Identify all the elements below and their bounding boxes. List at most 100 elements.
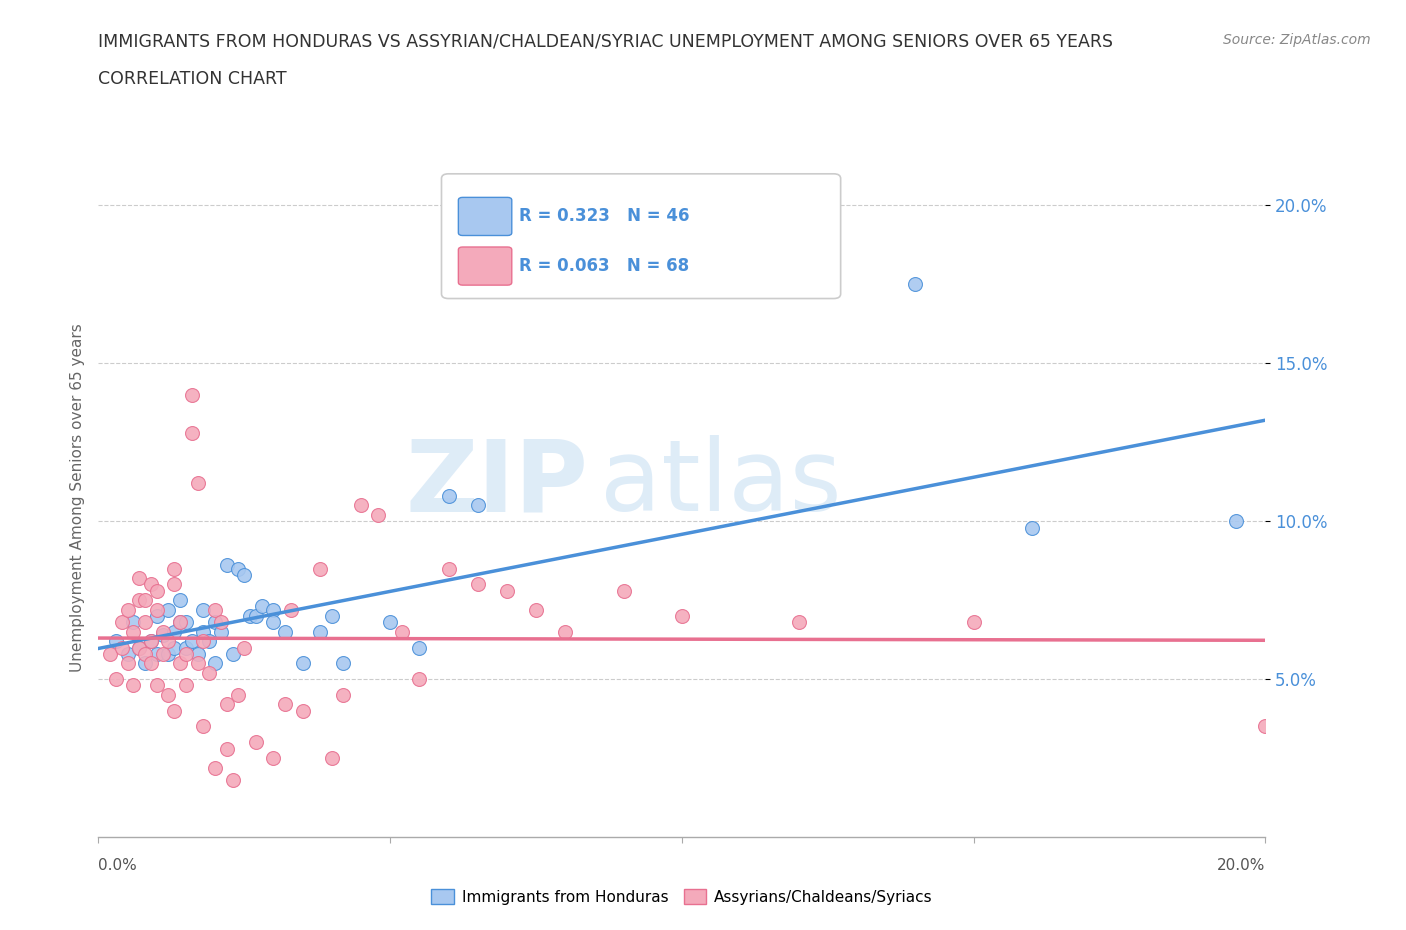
Point <box>671 608 693 623</box>
Point <box>122 624 145 639</box>
Point <box>98 646 121 661</box>
Point <box>139 577 162 591</box>
Point <box>239 608 262 623</box>
Point <box>128 571 150 586</box>
Point <box>146 678 169 693</box>
Point <box>262 751 284 765</box>
Point <box>437 488 460 503</box>
Point <box>408 640 430 655</box>
Point <box>152 624 174 639</box>
Point <box>174 615 197 630</box>
Point <box>378 615 402 630</box>
Point <box>146 646 169 661</box>
Point <box>198 633 221 648</box>
Point <box>174 640 197 655</box>
Point <box>187 476 209 491</box>
Point <box>204 760 226 775</box>
Point <box>332 687 354 702</box>
Point <box>122 615 145 630</box>
Point <box>139 633 162 648</box>
Point <box>174 678 197 693</box>
Text: atlas: atlas <box>600 435 842 533</box>
Text: 20.0%: 20.0% <box>1218 857 1265 872</box>
Point <box>139 656 162 671</box>
Point <box>157 646 180 661</box>
Point <box>163 640 186 655</box>
Point <box>209 624 232 639</box>
Point <box>134 615 156 630</box>
Point <box>291 656 314 671</box>
Text: 0.0%: 0.0% <box>98 857 138 872</box>
Point <box>245 735 267 750</box>
Point <box>157 687 180 702</box>
Point <box>612 583 634 598</box>
Legend: Immigrants from Honduras, Assyrians/Chaldeans/Syriacs: Immigrants from Honduras, Assyrians/Chal… <box>425 883 939 910</box>
Point <box>250 599 273 614</box>
Point <box>122 678 145 693</box>
Point <box>228 561 250 576</box>
Point <box>146 608 169 623</box>
Point <box>274 624 297 639</box>
Point <box>262 603 284 618</box>
Point <box>204 615 226 630</box>
Point <box>146 603 169 618</box>
Point <box>204 603 226 618</box>
Point <box>215 558 238 573</box>
Point <box>321 608 343 623</box>
Point <box>367 508 389 523</box>
Point <box>104 633 127 648</box>
Point <box>180 425 202 440</box>
Point <box>187 656 209 671</box>
Point <box>215 697 238 711</box>
Point <box>174 646 197 661</box>
Text: IMMIGRANTS FROM HONDURAS VS ASSYRIAN/CHALDEAN/SYRIAC UNEMPLOYMENT AMONG SENIORS : IMMIGRANTS FROM HONDURAS VS ASSYRIAN/CHA… <box>98 33 1114 50</box>
Point <box>233 567 256 582</box>
Point <box>280 603 302 618</box>
Point <box>128 592 150 607</box>
Point <box>291 703 314 718</box>
Point <box>1225 513 1247 528</box>
Text: ZIP: ZIP <box>406 435 589 533</box>
Point <box>193 603 215 618</box>
Point <box>169 615 191 630</box>
Point <box>163 624 186 639</box>
Point <box>134 646 156 661</box>
Point <box>193 624 215 639</box>
Point <box>1021 520 1043 535</box>
Point <box>245 608 267 623</box>
Point <box>193 633 215 648</box>
Point <box>332 656 354 671</box>
Point <box>169 615 191 630</box>
Point <box>152 628 174 643</box>
Point <box>309 561 332 576</box>
Point <box>111 640 134 655</box>
Point <box>198 665 221 680</box>
Point <box>180 388 202 403</box>
Point <box>193 719 215 734</box>
Point <box>134 592 156 607</box>
Point <box>467 577 489 591</box>
Text: R = 0.063   N = 68: R = 0.063 N = 68 <box>519 257 689 275</box>
Point <box>157 633 180 648</box>
Point <box>111 615 134 630</box>
Point <box>309 624 332 639</box>
Point <box>321 751 343 765</box>
Point <box>233 640 256 655</box>
Point <box>904 277 927 292</box>
Point <box>391 624 413 639</box>
Point <box>1254 719 1277 734</box>
Point <box>437 561 460 576</box>
Text: R = 0.323   N = 46: R = 0.323 N = 46 <box>519 207 689 225</box>
Text: Source: ZipAtlas.com: Source: ZipAtlas.com <box>1223 33 1371 46</box>
Point <box>180 633 202 648</box>
Point <box>152 646 174 661</box>
Point <box>215 741 238 756</box>
Y-axis label: Unemployment Among Seniors over 65 years: Unemployment Among Seniors over 65 years <box>69 324 84 671</box>
Point <box>221 773 243 788</box>
Point <box>134 656 156 671</box>
Point <box>169 592 191 607</box>
Point <box>262 615 284 630</box>
Point <box>104 671 127 686</box>
Point <box>139 633 162 648</box>
Point <box>187 646 209 661</box>
